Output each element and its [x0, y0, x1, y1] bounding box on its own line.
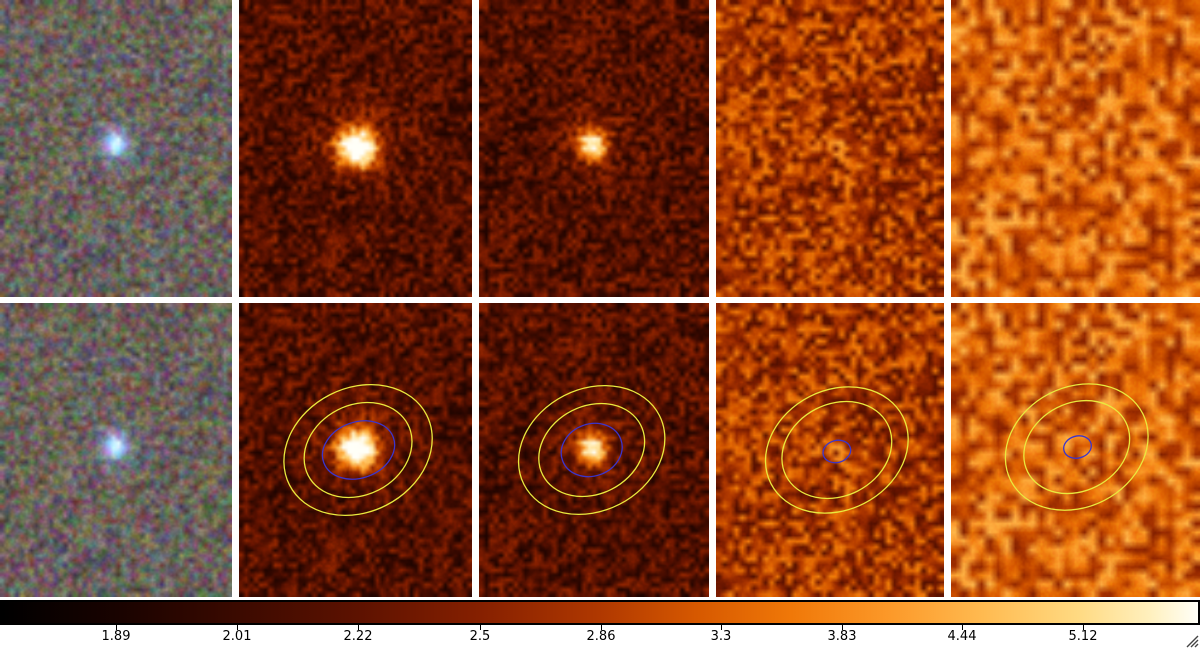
colorbar-tick-mark — [237, 625, 238, 630]
cutout-image-row1-col1 — [0, 0, 232, 297]
colorbar-tick-mark — [721, 625, 722, 630]
colorbar-tick-mark — [480, 625, 481, 630]
cutout-panel-row2-col1[interactable] — [0, 303, 232, 597]
colorbar-tick-label: 2.01 — [222, 629, 252, 644]
colorbar-tick-label: 2.22 — [343, 629, 373, 644]
resize-grip-icon[interactable] — [1183, 632, 1199, 648]
cutout-image-row2-col2 — [239, 303, 472, 597]
cutout-panel-row2-col3[interactable] — [479, 303, 709, 597]
cutout-grid — [0, 0, 1200, 597]
cutout-image-row2-col4 — [716, 303, 944, 597]
cutout-panel-row2-col5[interactable] — [951, 303, 1200, 597]
cutout-image-row1-col4 — [716, 0, 944, 297]
colorbar-tick-mark — [358, 625, 359, 630]
cutout-panel-row1-col3[interactable] — [479, 0, 709, 297]
colorbar-tick-label: 3.83 — [827, 629, 857, 644]
colorbar-tick-label: 2.86 — [586, 629, 616, 644]
cutout-image-row2-col1 — [0, 303, 232, 597]
cutout-image-row1-col3 — [479, 0, 709, 297]
colorbar-tick-mark — [842, 625, 843, 630]
cutout-panel-row1-col5[interactable] — [951, 0, 1200, 297]
cutout-image-row1-col5 — [951, 0, 1200, 297]
cutout-panel-row1-col1[interactable] — [0, 0, 232, 297]
colorbar-tick-label: 5.12 — [1068, 629, 1098, 644]
colorbar-tick-label: 2.5 — [469, 629, 491, 644]
colorbar[interactable] — [0, 600, 1200, 625]
cutout-panel-row2-col2[interactable] — [239, 303, 472, 597]
colorbar-tick-mark — [1083, 625, 1084, 630]
colorbar-tick-mark — [601, 625, 602, 630]
cutout-image-row2-col5 — [951, 303, 1200, 597]
colorbar-tick-label: 4.44 — [947, 629, 977, 644]
colorbar-tick-label: 3.3 — [710, 629, 732, 644]
cutout-image-row1-col2 — [239, 0, 472, 297]
cutout-panel-row1-col4[interactable] — [716, 0, 944, 297]
colorbar-tick-label: 1.89 — [101, 629, 131, 644]
cutout-image-row2-col3 — [479, 303, 709, 597]
colorbar-tick-mark — [962, 625, 963, 630]
colorbar-tick-mark — [116, 625, 117, 630]
cutout-panel-row2-col4[interactable] — [716, 303, 944, 597]
cutout-panel-row1-col2[interactable] — [239, 0, 472, 297]
